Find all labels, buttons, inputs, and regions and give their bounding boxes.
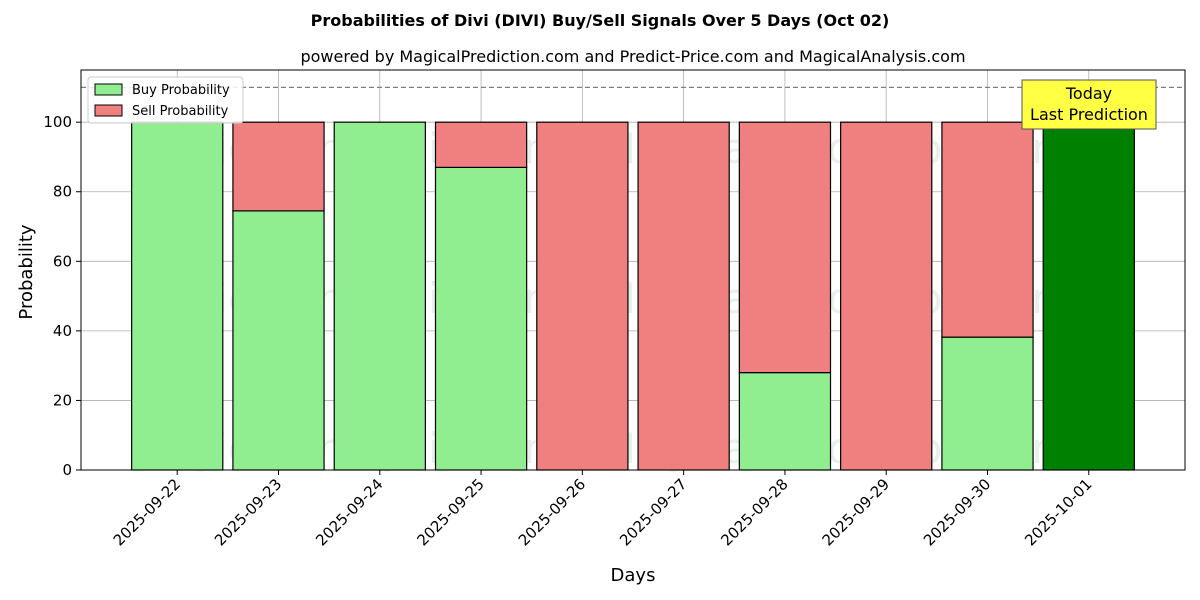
- buy-bar: [333, 121, 426, 471]
- x-axis-label: Days: [611, 565, 656, 586]
- y-tick-label: 80: [53, 183, 72, 201]
- plot-area: [80, 69, 1186, 471]
- x-tick-label: 2025-09-23: [211, 475, 285, 549]
- y-axis: 0 20 40 60 80 100: [43, 113, 81, 479]
- x-tick-label: 2025-09-29: [819, 475, 893, 549]
- y-tick-label: 20: [53, 391, 72, 409]
- annotation-box: [1021, 79, 1157, 130]
- buy-bar: [738, 372, 832, 471]
- sell-bar: [434, 121, 528, 168]
- buy-bar: [941, 336, 1034, 471]
- sell-bar: [637, 121, 730, 471]
- x-tick-label: 2025-09-25: [414, 475, 488, 549]
- x-tick-label: 2025-09-24: [312, 475, 386, 549]
- sell-bar: [840, 121, 933, 471]
- x-tick-label: 2025-09-28: [717, 475, 791, 549]
- x-tick-label: 2025-10-01: [1021, 475, 1095, 549]
- legend-swatch: [94, 83, 123, 96]
- y-tick-label: 40: [53, 322, 72, 340]
- x-tick-label: 2025-09-27: [616, 475, 690, 549]
- legend-label: Sell Probability: [132, 104, 229, 119]
- x-axis: 2025-09-22 2025-09-23 2025-09-24 2025-09-25…: [110, 470, 1096, 549]
- legend-label: Buy Probability: [132, 83, 230, 98]
- y-tick-label: 100: [43, 113, 72, 131]
- sell-bar: [232, 121, 325, 212]
- x-tick-label: 2025-09-22: [110, 475, 184, 549]
- y-axis-label: Probability: [16, 224, 37, 319]
- sell-bar: [536, 121, 629, 471]
- buy-bar: [131, 121, 224, 471]
- sell-bar: [738, 121, 832, 374]
- legend: Buy Probability Sell Probability: [87, 76, 244, 124]
- bars-layer: [131, 121, 1135, 471]
- x-tick-label: 2025-09-26: [515, 475, 589, 549]
- chart-title: Probabilities of Divi (DIVI) Buy/Sell Si…: [311, 11, 890, 30]
- y-tick-label: 60: [53, 252, 72, 270]
- y-tick-label: 0: [62, 461, 72, 479]
- sell-bar: [941, 121, 1034, 338]
- x-tick-label: 2025-09-30: [920, 475, 994, 549]
- buy-bar: [434, 166, 528, 471]
- legend-swatch: [94, 104, 123, 117]
- annotation-line-last-prediction: Last Prediction: [1030, 105, 1148, 124]
- legend-box: [87, 76, 244, 124]
- chart-subtitle: powered by MagicalPrediction.com and Pre…: [300, 47, 965, 66]
- today-annotation: Today Last Prediction: [1021, 79, 1157, 130]
- buy-bar: [232, 210, 325, 471]
- buy-bar: [1042, 121, 1135, 471]
- annotation-line-today: Today: [1065, 84, 1112, 103]
